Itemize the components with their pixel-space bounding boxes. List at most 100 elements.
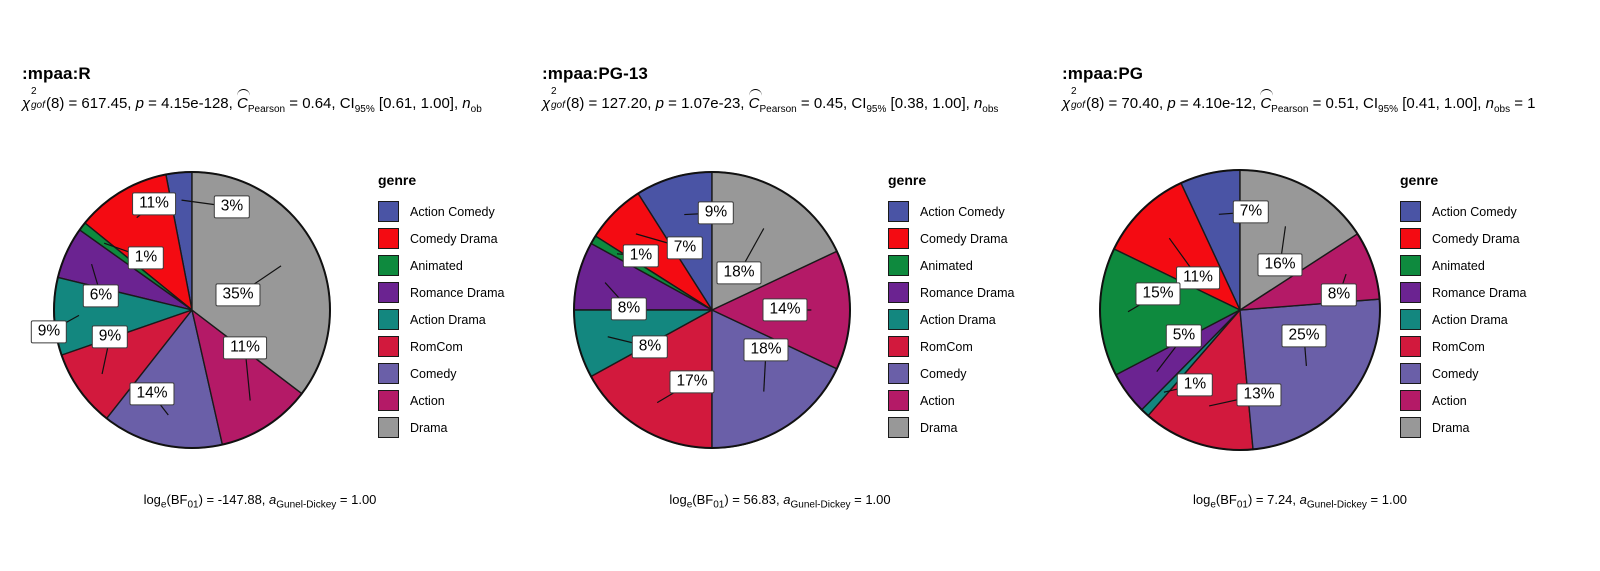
panel-bayes-caption: loge(BF01) = 7.24, aGunel-Dickey = 1.00 [1192,492,1408,511]
legend-item-label: Action Comedy [1432,204,1517,219]
slice-percent-label: 17% [669,370,715,394]
pie-outline [573,171,851,449]
legend-item[interactable]: Animated [378,252,528,279]
panel-statistics-subtitle: χ 2 gof (8) = 617.45, p = 4.15e-128, CPears… [22,86,482,115]
legend-title: genre [1400,172,1439,188]
legend-color-swatch [1400,255,1421,276]
slice-percent-label: 25% [1281,324,1327,348]
legend-item[interactable]: Drama [888,414,1038,441]
legend-color-swatch [888,228,909,249]
legend-item[interactable]: Comedy Drama [378,225,528,252]
panel-bayes-caption: loge(BF01) = 56.83, aGunel-Dickey = 1.00 [669,492,891,511]
legend-item-label: Action Comedy [410,204,495,219]
legend-item[interactable]: Romance Drama [1400,279,1550,306]
legend-title: genre [378,172,417,188]
slice-percent-label: 9% [91,325,129,349]
legend-color-swatch [378,255,399,276]
legend-item-label: Action [1432,393,1467,408]
legend-item[interactable]: Action [888,387,1038,414]
legend-item-label: Comedy Drama [410,231,498,246]
panel-statistics-subtitle: χ 2 gof (8) = 70.40, p = 4.10e-12, CPearson… [1062,86,1536,115]
panel-title: :mpaa:PG [1062,64,1144,83]
legend-item[interactable]: RomCom [1400,333,1550,360]
legend-color-swatch [888,309,909,330]
slice-percent-label: 7% [666,236,704,260]
legend-item[interactable]: Action [1400,387,1550,414]
legend-item[interactable]: Action Comedy [888,198,1038,225]
legend-item-label: RomCom [1432,339,1485,354]
legend-item[interactable]: Comedy [888,360,1038,387]
legend-item-label: Action [410,393,445,408]
slice-percent-label: 3% [213,195,251,219]
legend-item-label: Romance Drama [1432,285,1527,300]
slice-percent-label: 7% [1232,200,1270,224]
chart-panel: :mpaa:R χ 2 gof (8) = 617.45, p = 4.15e-128,… [0,0,520,571]
legend-color-swatch [378,417,399,438]
legend-item-label: Comedy [920,366,967,381]
legend-item[interactable]: Animated [1400,252,1550,279]
slice-percent-label: 18% [716,261,762,285]
legend-color-swatch [1400,390,1421,411]
legend-item[interactable]: Comedy [378,360,528,387]
legend-item-label: Animated [410,258,463,273]
pie-slice [1239,298,1381,451]
legend-item[interactable]: Action Comedy [1400,198,1550,225]
legend-item-label: Comedy [410,366,457,381]
slice-percent-label: 8% [631,335,669,359]
slice-percent-label: 15% [1135,282,1181,306]
legend-color-swatch [378,336,399,357]
legend-color-swatch [1400,201,1421,222]
slice-percent-label: 9% [697,201,735,225]
legend-color-swatch [1400,282,1421,303]
legend-item[interactable]: RomCom [888,333,1038,360]
legend-item-label: Action Comedy [920,204,1005,219]
legend-item[interactable]: Comedy Drama [1400,225,1550,252]
legend-item[interactable]: Comedy [1400,360,1550,387]
pie-outline [53,171,331,449]
legend-item-label: Romance Drama [410,285,505,300]
legend-item[interactable]: Romance Drama [378,279,528,306]
slice-percent-label: 14% [129,382,175,406]
slice-percent-label: 1% [622,244,660,268]
legend-color-swatch [1400,336,1421,357]
legend-item[interactable]: Drama [1400,414,1550,441]
slice-percent-label: 18% [743,338,789,362]
legend-item-label: Animated [920,258,973,273]
legend-item-label: Drama [410,420,448,435]
panel-statistics-subtitle: χ 2 gof (8) = 127.20, p = 1.07e-23, CPearso… [542,86,999,115]
legend-color-swatch [888,201,909,222]
legend: genre Action Comedy Comedy Drama Animated Ro… [888,172,1038,441]
legend-item-label: Comedy [1432,366,1479,381]
legend-color-swatch [888,417,909,438]
legend-item[interactable]: Drama [378,414,528,441]
legend-item-label: RomCom [920,339,973,354]
chart-panel: :mpaa:PG-13 χ 2 gof (8) = 127.20, p = 1.07e-… [520,0,1040,571]
slice-percent-label: 14% [762,298,808,322]
legend-color-swatch [1400,228,1421,249]
legend-item-label: Action Drama [1432,312,1508,327]
slice-percent-label: 1% [1176,373,1214,397]
legend-color-swatch [1400,417,1421,438]
legend-item[interactable]: Action Drama [1400,306,1550,333]
slice-percent-label: 16% [1257,253,1303,277]
legend-item-label: Action [920,393,955,408]
slice-percent-label: 5% [1165,324,1203,348]
legend-item[interactable]: RomCom [378,333,528,360]
legend-color-swatch [378,363,399,384]
slice-percent-label: 11% [132,192,176,216]
legend-item[interactable]: Animated [888,252,1038,279]
legend-item[interactable]: Action Drama [888,306,1038,333]
legend-color-swatch [378,282,399,303]
legend-item-label: Romance Drama [920,285,1015,300]
legend: genre Action Comedy Comedy Drama Animated Ro… [378,172,528,441]
legend-item-label: Comedy Drama [1432,231,1520,246]
legend-item[interactable]: Comedy Drama [888,225,1038,252]
legend-item-label: Action Drama [920,312,996,327]
legend-item[interactable]: Action Comedy [378,198,528,225]
legend-color-swatch [1400,363,1421,384]
legend-color-swatch [378,228,399,249]
legend-item[interactable]: Romance Drama [888,279,1038,306]
legend-item[interactable]: Action [378,387,528,414]
legend-item[interactable]: Action Drama [378,306,528,333]
